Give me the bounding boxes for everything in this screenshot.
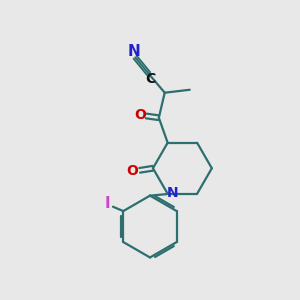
- Text: N: N: [128, 44, 140, 59]
- Text: N: N: [167, 186, 178, 200]
- Text: O: O: [126, 164, 138, 178]
- Text: I: I: [104, 196, 110, 211]
- Text: C: C: [146, 72, 156, 86]
- Text: O: O: [134, 108, 146, 122]
